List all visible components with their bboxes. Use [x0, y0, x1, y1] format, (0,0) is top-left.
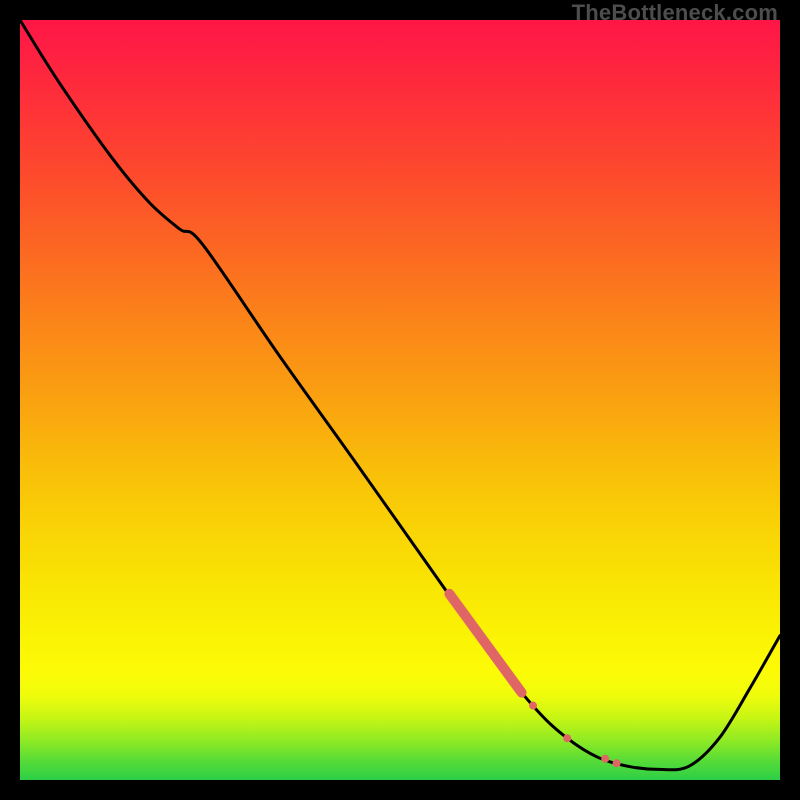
highlight-dot — [613, 759, 621, 767]
plot-area — [20, 20, 780, 780]
highlight-dot — [563, 734, 571, 742]
highlight-dot — [529, 702, 537, 710]
chart-svg — [20, 20, 780, 780]
chart-frame: TheBottleneck.com — [0, 0, 800, 800]
highlight-dot — [601, 755, 609, 763]
gradient-background — [20, 20, 780, 780]
